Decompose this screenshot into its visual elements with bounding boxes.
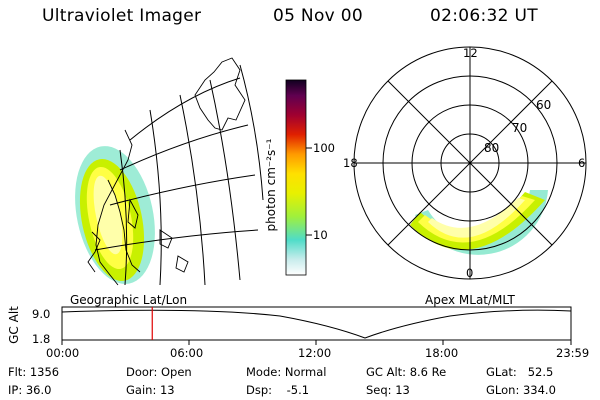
status-dsp: Dsp: -5.1 [246, 383, 310, 397]
lat-label-80: 80 [484, 141, 500, 155]
status-gain: Gain: 13 [126, 383, 175, 397]
timeline-xtick-0000: 00:00 [46, 346, 80, 360]
lat-label-70: 70 [512, 121, 528, 135]
lat-label-60: 60 [536, 98, 552, 112]
timeline-xtick-1800: 18:00 [425, 346, 459, 360]
status-mode: Mode: Normal [246, 365, 327, 379]
timeline-xtick-0600: 06:00 [170, 346, 204, 360]
colorbar-tick-100: 100 [313, 141, 335, 155]
map-coastline [87, 57, 246, 286]
map-aurora [75, 146, 155, 284]
mlt-label-18: 18 [343, 156, 358, 170]
timeline-ytick-bottom: 1.8 [32, 332, 51, 346]
status-door: Door: Open [126, 365, 192, 379]
status-ip: IP: 36.0 [8, 383, 52, 397]
status-glat: GLat: 52.5 [486, 365, 554, 379]
time-label: 02:06:32 UT [430, 6, 538, 26]
colorbar-tick-10: 10 [313, 228, 328, 242]
timeline-xtick-2359: 23:59 [556, 346, 590, 360]
mlt-label-0: 0 [466, 266, 474, 280]
timeline-xtick-1200: 12:00 [298, 346, 332, 360]
map-caption: Geographic Lat/Lon [70, 293, 188, 307]
polar-caption: Apex MLat/MLT [425, 293, 515, 307]
polar-aurora [410, 190, 548, 255]
mlt-label-12: 12 [463, 46, 478, 60]
date-label: 05 Nov 00 [273, 6, 363, 26]
mlt-label-6: 6 [578, 156, 586, 170]
polar-grid [353, 46, 587, 280]
timeline-ytick-top: 9.0 [32, 307, 51, 321]
status-gc-alt: GC Alt: 8.6 Re [366, 365, 447, 379]
status-glon: GLon: 334.0 [486, 383, 556, 397]
instrument-title: Ultraviolet Imager [42, 6, 202, 26]
map-grid [94, 64, 264, 286]
status-flt: Flt: 1356 [8, 365, 60, 379]
status-seq: Seq: 13 [366, 383, 410, 397]
